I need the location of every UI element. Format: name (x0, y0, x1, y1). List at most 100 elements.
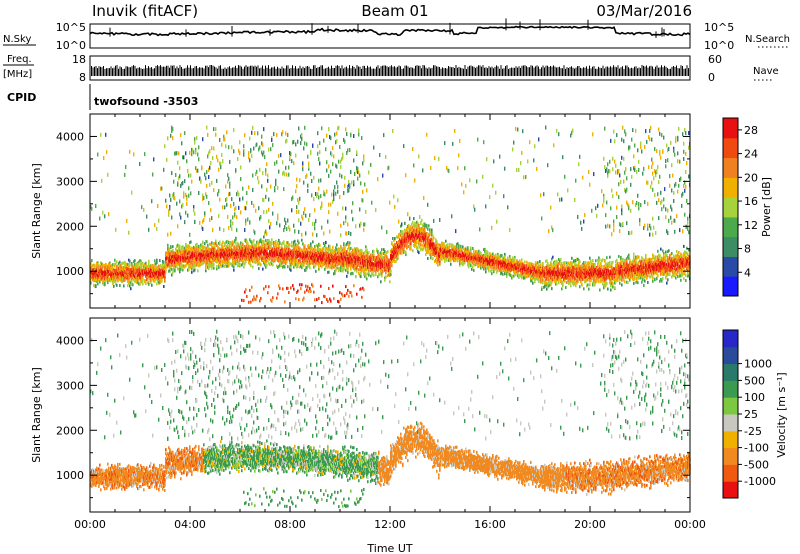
data-point (339, 145, 341, 149)
data-point (163, 267, 165, 271)
data-point (205, 265, 207, 269)
data-point (260, 263, 262, 267)
data-point (356, 266, 358, 270)
data-point (364, 222, 366, 227)
data-point (168, 212, 170, 217)
data-point (126, 265, 128, 269)
data-point (179, 270, 181, 274)
data-point (302, 161, 304, 166)
data-point (171, 171, 173, 176)
data-point (177, 160, 179, 165)
data-point (240, 244, 242, 248)
data-point (260, 254, 262, 258)
data-point (109, 267, 111, 271)
data-point (358, 128, 360, 133)
data-point (164, 263, 166, 267)
data-point (228, 250, 230, 254)
data-point (183, 256, 185, 260)
data-point (213, 266, 215, 270)
data-point (224, 261, 226, 265)
data-point (197, 255, 199, 259)
data-point (152, 267, 154, 271)
data-point (283, 240, 285, 244)
data-point (172, 254, 174, 258)
data-point (137, 274, 139, 278)
data-point (308, 218, 310, 223)
data-point (243, 253, 245, 257)
data-point (166, 256, 168, 260)
data-point (139, 275, 141, 279)
data-point (274, 186, 276, 191)
data-point (313, 197, 315, 202)
data-point (138, 260, 140, 264)
data-point (237, 244, 239, 248)
data-point (346, 132, 348, 137)
data-point (203, 250, 205, 254)
data-point (226, 240, 228, 244)
data-point (148, 280, 150, 284)
data-point (256, 259, 258, 263)
data-point (263, 198, 265, 203)
data-point (242, 186, 244, 191)
data-point (200, 260, 202, 264)
data-point (254, 131, 256, 136)
data-point (155, 262, 157, 266)
data-point (202, 250, 204, 254)
data-point (230, 241, 232, 245)
data-point (119, 264, 121, 268)
data-point (210, 248, 212, 252)
data-point (339, 173, 341, 178)
data-point (118, 261, 120, 265)
data-point (280, 153, 282, 158)
data-point (204, 245, 206, 249)
data-point (221, 264, 223, 268)
data-point (296, 177, 298, 182)
data-point (240, 241, 242, 245)
data-point (258, 261, 260, 265)
data-point (302, 167, 304, 172)
data-point (344, 139, 346, 144)
data-point (261, 184, 263, 189)
data-point (243, 248, 245, 252)
data-point (338, 159, 340, 164)
data-point (101, 262, 103, 266)
data-point (192, 254, 194, 258)
data-point (173, 195, 175, 200)
data-point (235, 255, 237, 259)
data-point (312, 143, 314, 148)
data-point (164, 275, 166, 279)
data-point (119, 277, 121, 281)
data-point (133, 278, 135, 282)
data-point (151, 274, 153, 278)
data-point (106, 150, 108, 155)
data-point (148, 282, 150, 286)
data-point (145, 267, 147, 271)
data-point (276, 160, 278, 165)
data-point (236, 251, 238, 255)
data-point (191, 267, 193, 271)
data-point (216, 267, 218, 271)
data-point (133, 273, 135, 277)
date-title: 03/Mar/2016 (596, 2, 692, 20)
data-point (210, 263, 212, 267)
data-point (266, 231, 268, 236)
data-point (161, 268, 163, 272)
data-point (152, 264, 154, 268)
data-point (176, 257, 178, 261)
data-point (242, 261, 244, 265)
data-point (312, 240, 314, 244)
data-point (108, 270, 110, 274)
data-point (99, 275, 101, 278)
data-point (117, 272, 119, 275)
data-point (99, 270, 101, 274)
data-point (227, 250, 229, 254)
data-point (228, 241, 230, 244)
data-point (109, 270, 111, 274)
data-point (181, 257, 183, 261)
data-point (130, 281, 132, 285)
data-point (262, 250, 264, 254)
data-point (258, 247, 260, 251)
data-point (279, 286, 281, 290)
data-point (194, 247, 196, 251)
data-point (190, 256, 192, 260)
